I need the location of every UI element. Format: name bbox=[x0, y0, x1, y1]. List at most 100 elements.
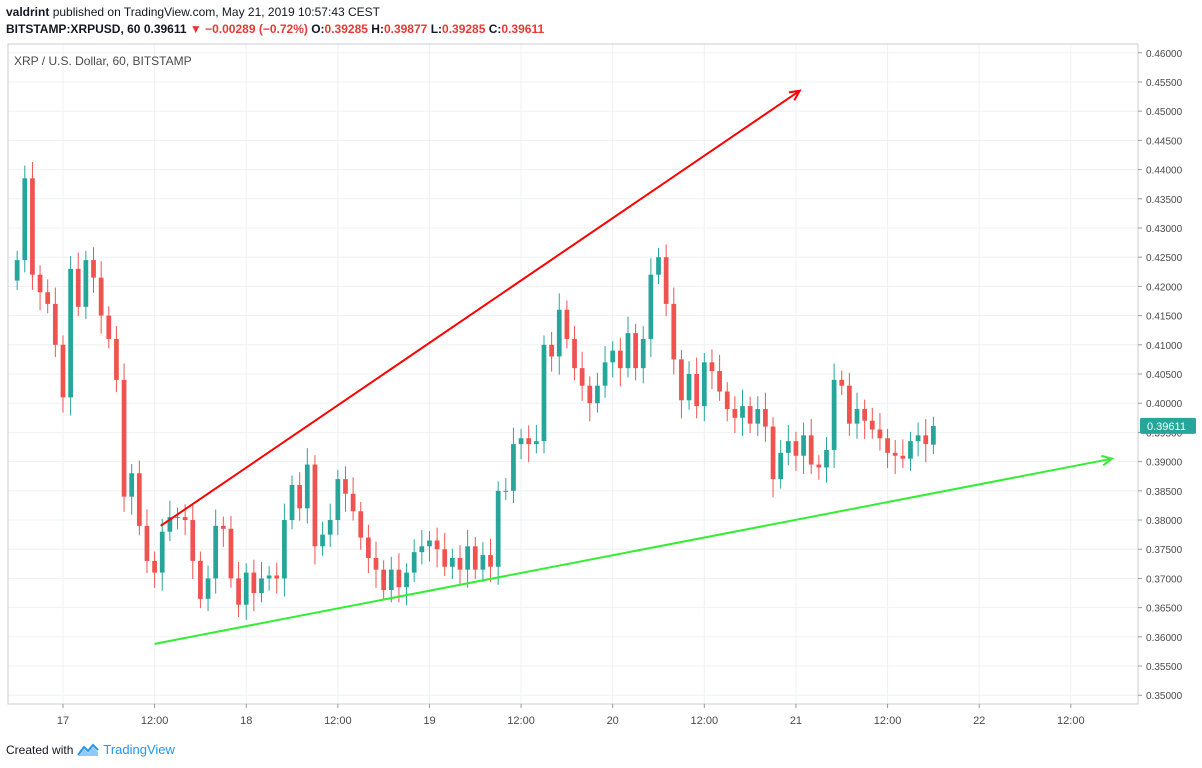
candle-body bbox=[931, 425, 936, 445]
candle-body bbox=[22, 178, 28, 261]
candle-body bbox=[14, 260, 20, 281]
y-tick-label: 0.41500 bbox=[1146, 312, 1183, 323]
open-label: O: bbox=[311, 22, 325, 36]
candle-body bbox=[564, 309, 570, 339]
x-tick-label: 12:00 bbox=[1057, 715, 1085, 727]
candle-body bbox=[366, 537, 371, 558]
candle-body bbox=[37, 274, 43, 293]
x-tick-label: 12:00 bbox=[141, 715, 169, 727]
candle-body bbox=[816, 464, 822, 468]
candle-body bbox=[526, 438, 532, 445]
candle-body bbox=[679, 359, 684, 401]
candle-body bbox=[587, 385, 593, 404]
candle-body bbox=[755, 409, 761, 424]
last-price-tag-text: 0.39611 bbox=[1147, 421, 1186, 433]
candle-body bbox=[45, 292, 51, 304]
y-tick-label: 0.35000 bbox=[1146, 691, 1183, 702]
y-tick-label: 0.42500 bbox=[1146, 253, 1183, 264]
candle-body bbox=[198, 560, 203, 599]
candle-body bbox=[30, 178, 35, 275]
candle-body bbox=[831, 379, 837, 450]
candle-body bbox=[617, 350, 623, 369]
candle-body bbox=[388, 569, 394, 591]
candle-body bbox=[541, 344, 547, 442]
candle-body bbox=[312, 464, 318, 547]
candles bbox=[14, 161, 936, 620]
y-tick-label: 0.36500 bbox=[1146, 604, 1183, 615]
x-tick-label: 19 bbox=[423, 715, 435, 727]
support-line bbox=[154, 457, 1113, 645]
candle-body bbox=[877, 429, 883, 439]
tradingview-brand[interactable]: TradingView bbox=[103, 742, 175, 757]
candle-body bbox=[213, 525, 219, 579]
candle-body bbox=[159, 531, 165, 573]
candle-body bbox=[83, 260, 89, 307]
x-tick-label: 12:00 bbox=[874, 715, 902, 727]
candle-body bbox=[449, 557, 455, 567]
open-value: 0.39285 bbox=[324, 22, 368, 36]
author-name[interactable]: valdrint bbox=[6, 5, 50, 19]
candle-body bbox=[98, 277, 104, 316]
candle-body bbox=[549, 344, 554, 357]
candle-body bbox=[442, 549, 448, 567]
candle-body bbox=[404, 572, 409, 588]
symbol-info: BITSTAMP:XRPUSD, 60 0.39611 ▼ −0.00289 (… bbox=[6, 22, 544, 36]
candle-body bbox=[648, 274, 654, 339]
last-price: 0.39611 bbox=[143, 22, 187, 36]
candle-body bbox=[793, 441, 799, 456]
candle-body bbox=[136, 473, 142, 526]
y-tick-label: 0.42000 bbox=[1146, 282, 1183, 293]
candle-body bbox=[205, 578, 211, 599]
candle-body bbox=[839, 379, 845, 386]
candle-body bbox=[579, 368, 585, 386]
price-change: −0.00289 (−0.72%) bbox=[205, 22, 308, 36]
candle-body bbox=[862, 409, 868, 421]
candle-body bbox=[114, 338, 119, 380]
candle-body bbox=[220, 525, 226, 529]
candle-body bbox=[854, 409, 860, 424]
candle-body bbox=[396, 569, 402, 588]
candle-body bbox=[694, 374, 700, 407]
x-tick-label: 20 bbox=[607, 715, 619, 727]
close-label: C: bbox=[488, 22, 502, 36]
candle-body bbox=[671, 303, 677, 360]
candle-body bbox=[320, 534, 325, 547]
candle-body bbox=[763, 409, 768, 427]
y-tick-label: 0.38000 bbox=[1146, 516, 1183, 527]
candle-body bbox=[259, 578, 264, 594]
candle-body bbox=[350, 493, 356, 512]
candle-body bbox=[495, 490, 501, 567]
time-axis[interactable]: 17 12:00 18 12:00 19 12:00 20 12:00 21 12:00 22 12:… bbox=[57, 704, 1085, 727]
candle-body bbox=[885, 438, 890, 453]
candle-body bbox=[869, 420, 875, 430]
candle-body bbox=[900, 455, 906, 459]
support-arrow-icon bbox=[1101, 454, 1115, 467]
candle-body bbox=[327, 520, 333, 535]
candle-body bbox=[610, 350, 616, 363]
candle-body bbox=[91, 260, 96, 278]
x-tick-label: 17 bbox=[57, 715, 69, 727]
price-axis[interactable]: 0.35000 0.35500 0.36000 0.36500 0.37000 0.375… bbox=[1138, 49, 1183, 702]
y-tick-label: 0.46000 bbox=[1146, 49, 1183, 60]
y-tick-label: 0.38500 bbox=[1146, 487, 1183, 498]
candle-body bbox=[480, 555, 486, 570]
last-price-tag-bg bbox=[1140, 417, 1196, 434]
candle-body bbox=[175, 517, 180, 519]
candle-body bbox=[358, 511, 364, 538]
candle-body bbox=[656, 257, 661, 275]
resistance-arrow-icon bbox=[788, 89, 802, 101]
y-tick-label: 0.37000 bbox=[1146, 574, 1183, 585]
candle-body bbox=[297, 484, 303, 509]
candle-body bbox=[511, 444, 516, 491]
candle-body bbox=[52, 303, 58, 345]
candle-body bbox=[182, 517, 188, 521]
x-tick-label: 12:00 bbox=[691, 715, 719, 727]
candle-body bbox=[60, 344, 66, 398]
low-value: 0.39285 bbox=[442, 22, 486, 36]
candle-body bbox=[304, 464, 310, 509]
tradingview-logo-icon bbox=[77, 743, 100, 756]
candle-body bbox=[373, 557, 379, 570]
high-label: H: bbox=[371, 22, 384, 36]
candle-body bbox=[167, 517, 173, 532]
